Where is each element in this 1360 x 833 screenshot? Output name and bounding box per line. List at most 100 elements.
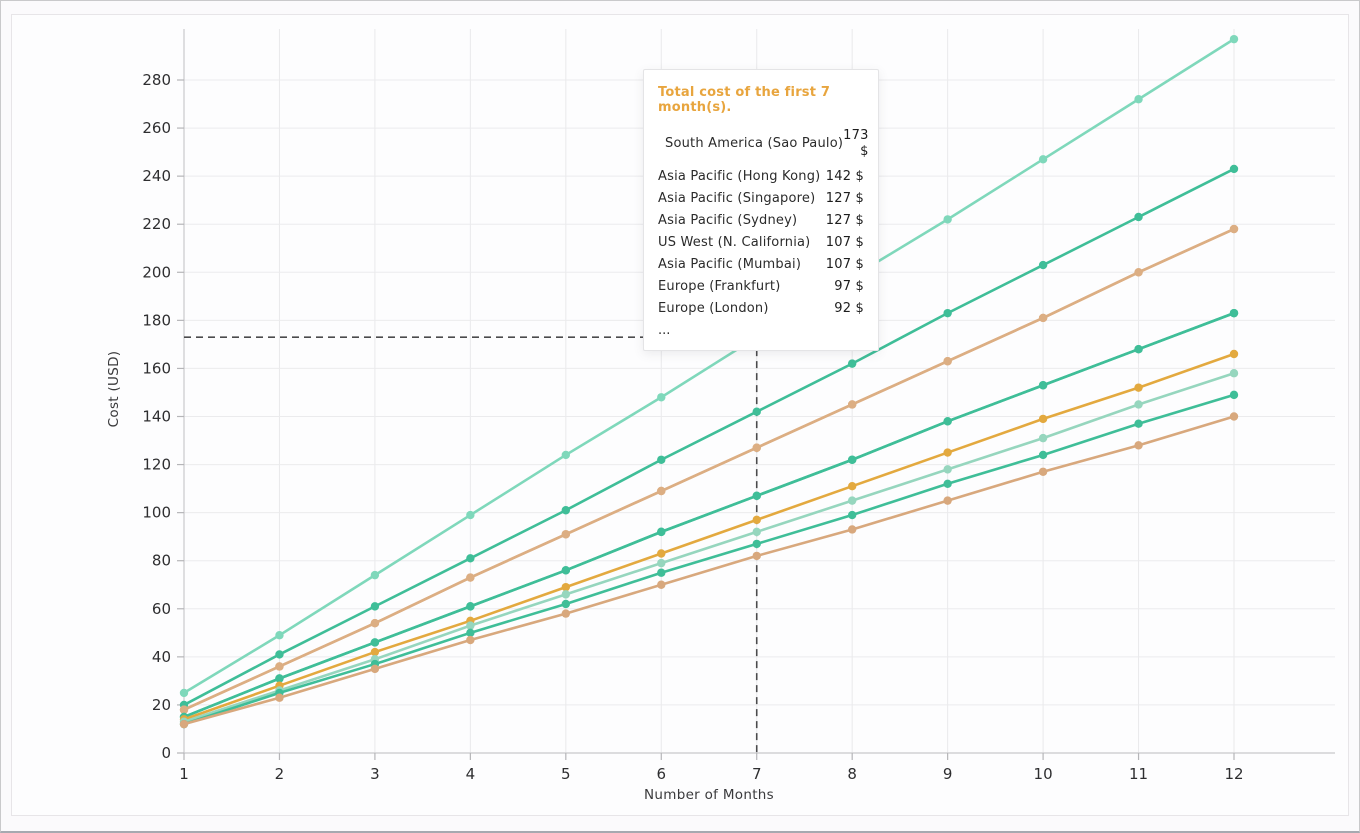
data-point[interactable] <box>943 357 952 366</box>
data-point[interactable] <box>1038 381 1048 390</box>
data-point[interactable] <box>943 479 952 488</box>
data-point[interactable] <box>561 506 571 515</box>
data-point[interactable] <box>1038 313 1048 323</box>
data-point[interactable] <box>847 496 857 505</box>
data-point[interactable] <box>466 510 475 520</box>
data-point[interactable] <box>275 631 284 640</box>
data-point[interactable] <box>1229 224 1239 234</box>
data-point[interactable] <box>657 580 666 589</box>
x-tick-label: 7 <box>752 765 762 783</box>
series-line[interactable] <box>182 37 1236 695</box>
data-point[interactable] <box>561 609 571 618</box>
data-point[interactable] <box>1134 268 1143 277</box>
data-point[interactable] <box>657 486 666 496</box>
data-point[interactable] <box>275 674 284 683</box>
data-point[interactable] <box>466 628 475 638</box>
data-point[interactable] <box>1038 155 1048 164</box>
data-point[interactable] <box>847 525 857 534</box>
data-point[interactable] <box>943 215 952 224</box>
data-point[interactable] <box>561 530 571 539</box>
series-line[interactable] <box>182 393 1236 726</box>
data-point[interactable] <box>466 573 475 582</box>
data-point[interactable] <box>370 664 380 674</box>
data-point[interactable] <box>943 496 952 505</box>
data-point[interactable] <box>943 465 952 474</box>
data-point[interactable] <box>1229 412 1239 421</box>
data-point[interactable] <box>1229 164 1239 174</box>
data-point[interactable] <box>1229 349 1239 359</box>
series-line[interactable] <box>182 415 1236 726</box>
data-point[interactable] <box>1134 419 1143 428</box>
data-point[interactable] <box>179 705 189 714</box>
data-point[interactable] <box>466 635 475 645</box>
data-point[interactable] <box>275 662 284 671</box>
data-point[interactable] <box>1134 345 1143 354</box>
data-point[interactable] <box>1038 450 1048 460</box>
data-point[interactable] <box>1134 383 1143 392</box>
data-point[interactable] <box>370 570 380 580</box>
data-point[interactable] <box>466 621 475 630</box>
data-point[interactable] <box>1134 95 1143 104</box>
data-point[interactable] <box>561 566 571 575</box>
data-point[interactable] <box>179 688 189 698</box>
data-point[interactable] <box>1038 433 1048 443</box>
data-point[interactable] <box>370 638 380 647</box>
data-point[interactable] <box>943 308 952 318</box>
tooltip-row: Europe (London) 92 $ <box>658 301 864 317</box>
data-point[interactable] <box>657 527 666 537</box>
data-point[interactable] <box>1134 212 1143 222</box>
data-point[interactable] <box>370 619 380 628</box>
data-point[interactable] <box>847 482 857 491</box>
series-line[interactable] <box>182 227 1236 712</box>
data-point[interactable] <box>1134 400 1143 409</box>
data-point[interactable] <box>752 515 761 525</box>
data-point[interactable] <box>179 719 189 729</box>
x-tick-label: 1 <box>179 765 189 783</box>
data-point[interactable] <box>561 582 571 592</box>
data-point[interactable] <box>847 510 857 520</box>
data-point[interactable] <box>466 602 475 611</box>
data-point[interactable] <box>657 568 666 577</box>
data-point[interactable] <box>752 407 761 416</box>
data-point[interactable] <box>847 359 857 368</box>
data-point[interactable] <box>1229 34 1239 44</box>
data-point[interactable] <box>275 693 284 702</box>
data-point[interactable] <box>1229 369 1239 378</box>
series-line[interactable] <box>182 352 1236 721</box>
data-point[interactable] <box>1038 467 1048 476</box>
data-point[interactable] <box>466 554 475 563</box>
data-point[interactable] <box>847 455 857 464</box>
data-point[interactable] <box>657 393 666 402</box>
data-point[interactable] <box>752 539 761 549</box>
data-point[interactable] <box>275 650 284 659</box>
data-point[interactable] <box>657 558 666 568</box>
data-point[interactable] <box>752 443 761 452</box>
data-point[interactable] <box>1038 414 1048 424</box>
data-point[interactable] <box>943 448 952 457</box>
data-point[interactable] <box>561 599 571 609</box>
data-point[interactable] <box>1229 390 1239 400</box>
data-point[interactable] <box>943 417 952 426</box>
data-point[interactable] <box>370 647 380 657</box>
data-point[interactable] <box>752 491 761 501</box>
x-tick-label: 11 <box>1129 765 1148 783</box>
series-line[interactable] <box>182 371 1236 724</box>
data-point[interactable] <box>657 549 666 558</box>
data-point[interactable] <box>847 400 857 409</box>
series-line[interactable] <box>182 311 1236 719</box>
data-point[interactable] <box>657 455 666 464</box>
data-point[interactable] <box>1229 308 1239 318</box>
data-point[interactable] <box>370 602 380 611</box>
x-tick-label: 3 <box>370 765 380 783</box>
data-point[interactable] <box>1134 441 1143 450</box>
data-point[interactable] <box>561 450 571 460</box>
data-point[interactable] <box>752 527 761 537</box>
data-point[interactable] <box>1038 260 1048 270</box>
data-point[interactable] <box>752 551 761 561</box>
data-point[interactable] <box>561 590 571 599</box>
series-line[interactable] <box>182 167 1236 707</box>
y-tick-label: 20 <box>152 696 171 714</box>
y-tick-label: 200 <box>142 263 171 281</box>
